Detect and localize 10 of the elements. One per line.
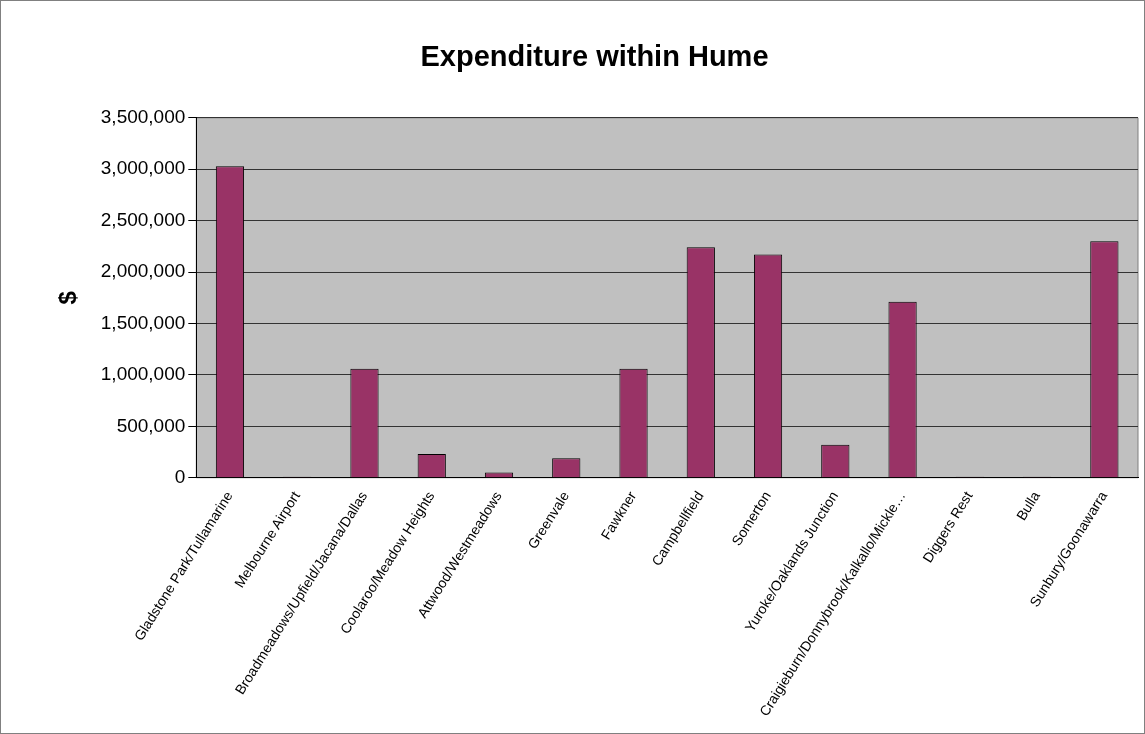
y-tick-label: 1,500,000 <box>100 311 186 333</box>
y-tick-label: 3,500,000 <box>100 106 186 128</box>
y-tick-label: 2,500,000 <box>100 208 186 230</box>
y-tick-label: 0 <box>174 465 186 487</box>
y-tick-label: 500,000 <box>116 414 186 436</box>
chart-title: Expenditure within Hume <box>420 40 769 73</box>
y-tick-label: 2,000,000 <box>100 260 186 282</box>
y-tick-label: 1,000,000 <box>100 363 186 385</box>
y-tick-label: 3,000,000 <box>100 157 186 179</box>
y-axis-title: $ <box>54 290 82 305</box>
